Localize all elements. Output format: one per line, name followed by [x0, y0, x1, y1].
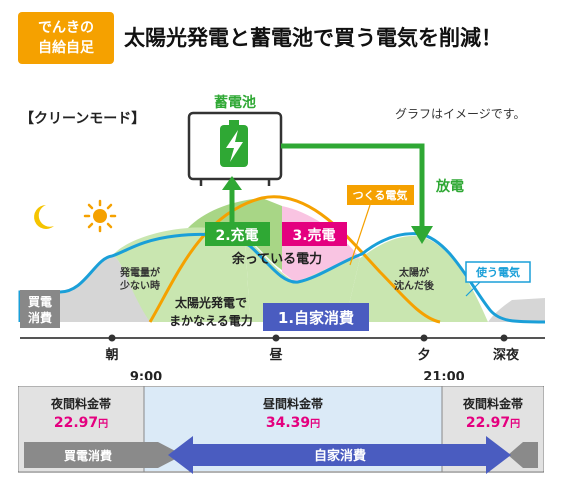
badge-line2: 自給自足	[38, 40, 94, 56]
use-label: 使う電気	[475, 265, 520, 279]
time-morning: 朝	[105, 347, 118, 363]
generation-label: つくる電気	[353, 188, 408, 202]
battery-label: 蓄電池	[214, 94, 256, 111]
charge-label: 2.充電	[215, 227, 258, 244]
low-generation-line1: 発電量が	[119, 266, 161, 279]
self-sufficiency-badge: でんきの 自給自足	[18, 12, 114, 64]
sunset-line2: 沈んだ後	[394, 279, 435, 292]
mode-label: 【クリーンモード】	[20, 111, 146, 127]
sunset-line1: 太陽が	[398, 266, 430, 279]
svg-text:34.39円: 34.39円	[266, 415, 320, 431]
generation-curve	[148, 195, 441, 324]
self-use-arrow-label: 自家消費	[314, 448, 366, 464]
day-rate-price: 34.39	[266, 415, 310, 431]
self-use-label: 1.自家消費	[278, 309, 354, 327]
night-rate-label: 夜間料金帯	[50, 396, 111, 411]
time-end: 21:00	[423, 370, 464, 380]
sell-label: 3.売電	[292, 227, 335, 244]
svg-text:22.97円: 22.97円	[466, 415, 520, 431]
solar-cover-line1: 太陽光発電で	[175, 295, 247, 310]
energy-flow-diagram: 蓄電池 放電 2.充電 3.売電 余っている電力 つくる電気 使う電気 発電量が…	[18, 94, 546, 380]
night-buy-area-right	[488, 298, 545, 322]
axis-dot-morning	[108, 334, 116, 342]
night-rate-unit: 円	[98, 418, 108, 430]
axis-dot-night	[500, 334, 508, 342]
buy-line1: 買電	[28, 295, 52, 309]
self-use-area-evening	[345, 236, 488, 322]
rate-table: 夜間料金帯 22.97円 昼間料金帯 34.39円 夜間料金帯 22.97円 買…	[18, 386, 544, 474]
page-title: 太陽光発電と蓄電池で買う電気を削減！	[124, 26, 502, 50]
sun-icon	[83, 199, 117, 233]
time-night: 深夜	[493, 347, 520, 363]
buy-arrow-left	[24, 442, 183, 468]
discharge-arrow-head	[411, 226, 433, 244]
time-start: 9:00	[130, 370, 162, 380]
time-noon: 昼	[269, 347, 282, 363]
night2-rate-price: 22.97	[466, 415, 510, 431]
self-use-area-morning	[112, 227, 250, 322]
day-rate-unit: 円	[310, 418, 320, 430]
charge-arrow-head	[222, 176, 242, 190]
low-generation-line2: 少ない時	[119, 279, 160, 292]
self-use-arrow	[168, 436, 511, 474]
axis-dot-noon	[272, 334, 280, 342]
night2-rate-label: 夜間料金帯	[462, 396, 523, 411]
axis-dot-evening	[420, 334, 428, 342]
self-use-area-midday	[245, 236, 360, 322]
svg-text:22.97円: 22.97円	[54, 415, 108, 431]
discharge-arrow	[281, 143, 425, 232]
lightning-icon	[226, 130, 243, 162]
buy-line2: 消費	[28, 310, 52, 325]
surplus-label: 余っている電力	[231, 251, 322, 267]
battery-terminal	[229, 120, 239, 126]
buy-arrow-label-left: 買電消費	[64, 448, 112, 463]
night-rate-price: 22.97	[54, 415, 98, 431]
night2-rate-unit: 円	[510, 418, 520, 430]
moon-icon	[34, 205, 54, 229]
buy-arrow-right	[508, 442, 538, 468]
surplus-charge-area	[188, 198, 282, 270]
solar-cover-line2: まかなえる電力	[169, 313, 253, 328]
image-note: グラフはイメージです。	[395, 107, 526, 121]
time-evening: 夕	[417, 347, 430, 363]
day-rate-label: 昼間料金帯	[262, 396, 323, 411]
discharge-label: 放電	[435, 178, 464, 195]
badge-line1: でんきの	[38, 20, 94, 36]
